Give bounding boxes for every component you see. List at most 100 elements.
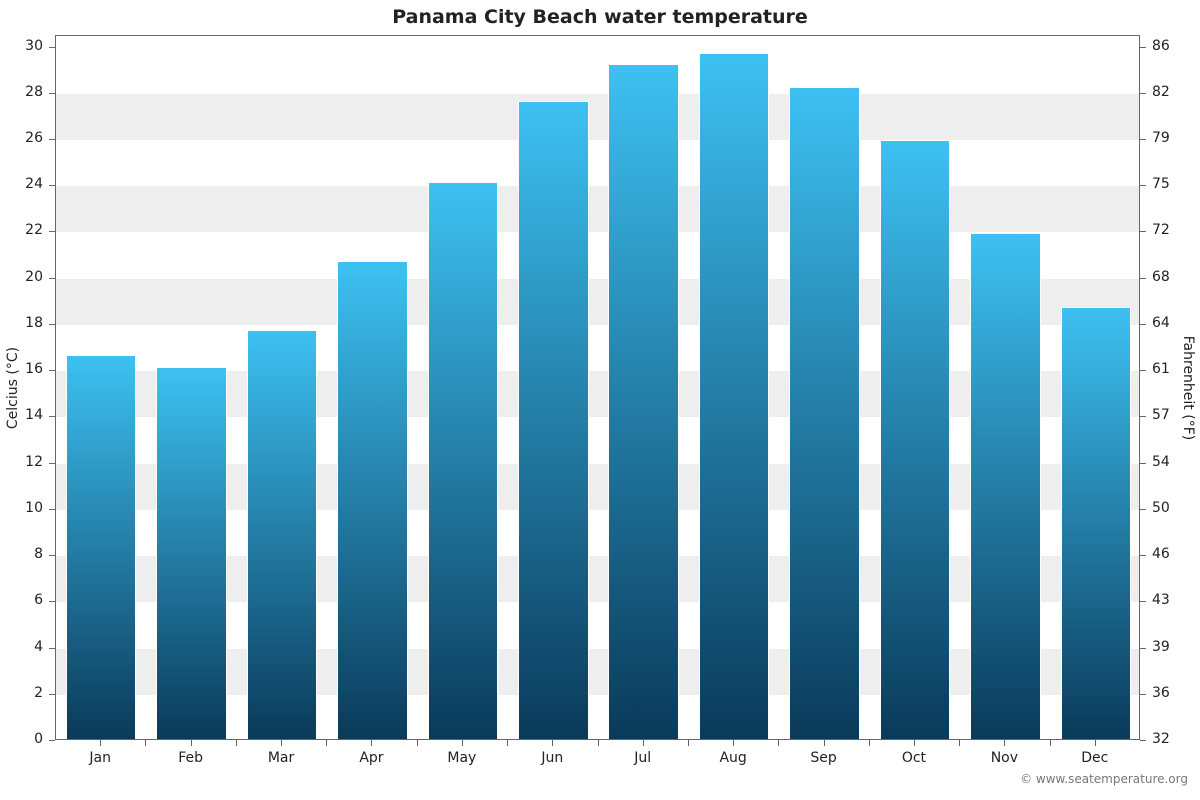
tickmark bbox=[49, 47, 55, 48]
tickmark bbox=[1140, 93, 1146, 94]
tickmark bbox=[778, 740, 779, 746]
ytick-left: 0 bbox=[0, 731, 43, 747]
ytick-left: 12 bbox=[0, 454, 43, 470]
xtick-jul: Jul bbox=[613, 750, 673, 766]
ytick-right: 32 bbox=[1152, 731, 1170, 747]
ytick-left: 10 bbox=[0, 500, 43, 516]
tickmark bbox=[1140, 555, 1146, 556]
tickmark bbox=[100, 740, 101, 746]
tickmark bbox=[49, 740, 55, 741]
attribution-text: © www.seatemperature.org bbox=[1020, 772, 1188, 786]
tickmark bbox=[1140, 601, 1146, 602]
ytick-right: 43 bbox=[1152, 592, 1170, 608]
tickmark bbox=[49, 509, 55, 510]
tickmark bbox=[145, 740, 146, 746]
ytick-right: 39 bbox=[1152, 639, 1170, 655]
tickmark bbox=[598, 740, 599, 746]
ytick-right: 82 bbox=[1152, 84, 1170, 100]
y-axis-right-label: Fahrenheit (°F) bbox=[1180, 335, 1196, 439]
xtick-feb: Feb bbox=[161, 750, 221, 766]
ytick-left: 8 bbox=[0, 546, 43, 562]
tickmark bbox=[417, 740, 418, 746]
bar-mar bbox=[247, 330, 318, 739]
tickmark bbox=[49, 694, 55, 695]
tickmark bbox=[371, 740, 372, 746]
ytick-left: 6 bbox=[0, 592, 43, 608]
tickmark bbox=[1050, 740, 1051, 746]
tickmark bbox=[688, 740, 689, 746]
tickmark bbox=[1140, 139, 1146, 140]
ytick-right: 72 bbox=[1152, 222, 1170, 238]
tickmark bbox=[49, 601, 55, 602]
tickmark bbox=[49, 185, 55, 186]
ytick-right: 64 bbox=[1152, 315, 1170, 331]
tickmark bbox=[1140, 231, 1146, 232]
xtick-oct: Oct bbox=[884, 750, 944, 766]
ytick-left: 4 bbox=[0, 639, 43, 655]
ytick-right: 68 bbox=[1152, 269, 1170, 285]
ytick-right: 54 bbox=[1152, 454, 1170, 470]
tickmark bbox=[236, 740, 237, 746]
xtick-mar: Mar bbox=[251, 750, 311, 766]
ytick-right: 36 bbox=[1152, 685, 1170, 701]
tickmark bbox=[1140, 740, 1146, 741]
xtick-apr: Apr bbox=[341, 750, 401, 766]
bar-jul bbox=[608, 64, 679, 739]
tickmark bbox=[49, 93, 55, 94]
plot-area bbox=[55, 35, 1140, 740]
ytick-left: 24 bbox=[0, 176, 43, 192]
tickmark bbox=[1140, 509, 1146, 510]
xtick-nov: Nov bbox=[974, 750, 1034, 766]
ytick-left: 18 bbox=[0, 315, 43, 331]
tickmark bbox=[1140, 324, 1146, 325]
tickmark bbox=[552, 740, 553, 746]
xtick-sep: Sep bbox=[794, 750, 854, 766]
ytick-right: 46 bbox=[1152, 546, 1170, 562]
tickmark bbox=[49, 416, 55, 417]
bar-jan bbox=[66, 355, 137, 739]
bar-oct bbox=[880, 140, 951, 739]
xtick-jan: Jan bbox=[70, 750, 130, 766]
water-temperature-chart: Panama City Beach water temperature 0246… bbox=[0, 0, 1200, 800]
tickmark bbox=[1140, 278, 1146, 279]
ytick-right: 50 bbox=[1152, 500, 1170, 516]
ytick-right: 57 bbox=[1152, 407, 1170, 423]
xtick-may: May bbox=[432, 750, 492, 766]
tickmark bbox=[959, 740, 960, 746]
tickmark bbox=[49, 139, 55, 140]
tickmark bbox=[914, 740, 915, 746]
bar-apr bbox=[337, 261, 408, 739]
bar-jun bbox=[518, 101, 589, 739]
tickmark bbox=[462, 740, 463, 746]
tickmark bbox=[869, 740, 870, 746]
y-axis-left-label: Celcius (°C) bbox=[5, 346, 21, 428]
bar-feb bbox=[156, 367, 227, 739]
ytick-left: 2 bbox=[0, 685, 43, 701]
tickmark bbox=[191, 740, 192, 746]
bar-aug bbox=[699, 53, 770, 740]
tickmark bbox=[824, 740, 825, 746]
tickmark bbox=[281, 740, 282, 746]
chart-title: Panama City Beach water temperature bbox=[0, 6, 1200, 28]
ytick-right: 79 bbox=[1152, 130, 1170, 146]
tickmark bbox=[507, 740, 508, 746]
ytick-left: 26 bbox=[0, 130, 43, 146]
tickmark bbox=[326, 740, 327, 746]
tickmark bbox=[49, 370, 55, 371]
xtick-aug: Aug bbox=[703, 750, 763, 766]
xtick-jun: Jun bbox=[522, 750, 582, 766]
tickmark bbox=[1140, 648, 1146, 649]
ytick-left: 28 bbox=[0, 84, 43, 100]
tickmark bbox=[733, 740, 734, 746]
tickmark bbox=[1095, 740, 1096, 746]
tickmark bbox=[1140, 694, 1146, 695]
ytick-left: 20 bbox=[0, 269, 43, 285]
bar-sep bbox=[789, 87, 860, 739]
ytick-left: 22 bbox=[0, 222, 43, 238]
ytick-right: 61 bbox=[1152, 361, 1170, 377]
ytick-right: 75 bbox=[1152, 176, 1170, 192]
tickmark bbox=[1140, 416, 1146, 417]
tickmark bbox=[49, 648, 55, 649]
tickmark bbox=[1140, 463, 1146, 464]
bar-may bbox=[428, 182, 499, 739]
